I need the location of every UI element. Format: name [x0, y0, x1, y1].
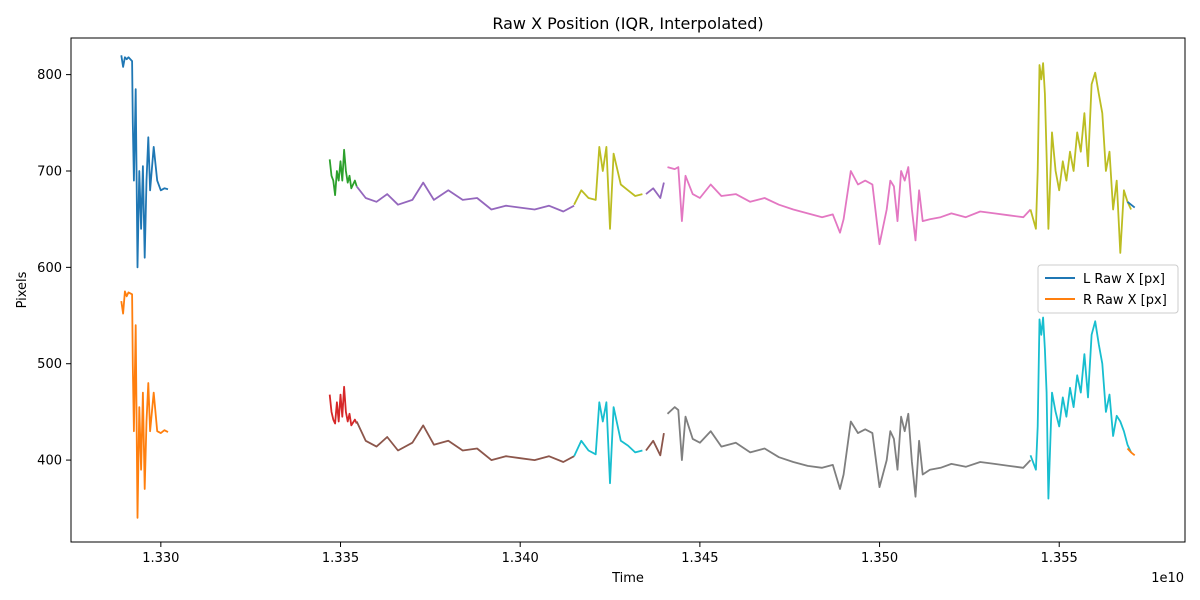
plot-frame — [70, 37, 1186, 543]
y-axis-label: Pixels — [15, 271, 30, 308]
legend: L Raw X [px] R Raw X [px] — [1037, 264, 1179, 314]
x-tick-label: 1.355 — [1041, 551, 1078, 566]
series-line-0 — [120, 55, 169, 269]
series-line-13 — [1029, 316, 1132, 500]
series-line-4 — [355, 181, 575, 213]
series-line-3 — [328, 385, 358, 427]
series-line-6 — [573, 145, 643, 230]
x-tick-label: 1.330 — [142, 551, 179, 566]
x-tick-label: 1.335 — [322, 551, 359, 566]
series-line-5 — [355, 421, 575, 463]
x-tick-label: 1.345 — [681, 551, 718, 566]
legend-label-l: L Raw X [px] — [1083, 272, 1165, 287]
y-axis: 400 500 600 700 800 — [37, 68, 71, 469]
y-tick-label: 600 — [37, 261, 62, 276]
series-line-9 — [645, 432, 665, 457]
series-line-7 — [573, 401, 643, 485]
series-line-14 — [1126, 201, 1136, 209]
y-tick-label: 700 — [37, 164, 62, 179]
x-offset-label: 1e10 — [1151, 571, 1184, 586]
series-line-10 — [667, 166, 1032, 246]
x-tick-label: 1.340 — [502, 551, 539, 566]
chart-title: Raw X Position (IQR, Interpolated) — [492, 14, 763, 33]
series-layer — [120, 55, 1136, 519]
x-axis: 1.330 1.335 1.340 1.345 1.350 1.355 — [142, 542, 1078, 566]
series-line-15 — [1126, 447, 1136, 457]
series-line-8 — [645, 182, 665, 199]
series-line-2 — [328, 148, 358, 197]
series-line-12 — [1029, 62, 1132, 254]
series-line-11 — [666, 406, 1032, 498]
legend-label-r: R Raw X [px] — [1083, 293, 1167, 308]
series-line-1 — [120, 290, 169, 519]
x-axis-label: Time — [611, 571, 644, 586]
y-tick-label: 400 — [37, 454, 62, 469]
y-tick-label: 800 — [37, 68, 62, 83]
x-tick-label: 1.350 — [861, 551, 898, 566]
y-tick-label: 500 — [37, 357, 62, 372]
